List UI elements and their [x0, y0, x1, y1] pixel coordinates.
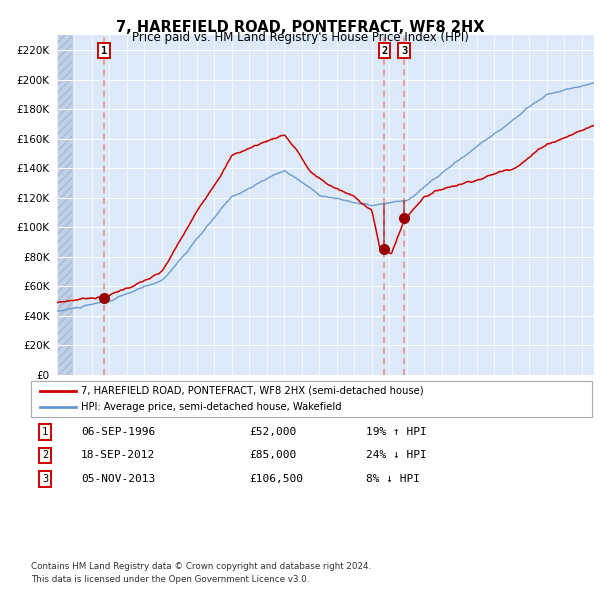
Text: Price paid vs. HM Land Registry's House Price Index (HPI): Price paid vs. HM Land Registry's House … — [131, 31, 469, 44]
Text: 7, HAREFIELD ROAD, PONTEFRACT, WF8 2HX: 7, HAREFIELD ROAD, PONTEFRACT, WF8 2HX — [116, 19, 484, 35]
Text: 8% ↓ HPI: 8% ↓ HPI — [366, 474, 420, 484]
Text: £52,000: £52,000 — [249, 427, 296, 437]
Text: £106,500: £106,500 — [249, 474, 303, 484]
Bar — [57, 35, 72, 375]
Bar — [57, 35, 72, 375]
Text: 06-SEP-1996: 06-SEP-1996 — [81, 427, 155, 437]
Text: 2: 2 — [382, 45, 388, 55]
Text: 3: 3 — [42, 474, 48, 484]
Text: 19% ↑ HPI: 19% ↑ HPI — [366, 427, 427, 437]
Text: 1: 1 — [42, 427, 48, 437]
Text: Contains HM Land Registry data © Crown copyright and database right 2024.: Contains HM Land Registry data © Crown c… — [31, 562, 371, 571]
Text: 05-NOV-2013: 05-NOV-2013 — [81, 474, 155, 484]
Text: 18-SEP-2012: 18-SEP-2012 — [81, 451, 155, 460]
Text: 24% ↓ HPI: 24% ↓ HPI — [366, 451, 427, 460]
Text: 7, HAREFIELD ROAD, PONTEFRACT, WF8 2HX (semi-detached house): 7, HAREFIELD ROAD, PONTEFRACT, WF8 2HX (… — [81, 386, 424, 396]
Text: 1: 1 — [101, 45, 107, 55]
Text: HPI: Average price, semi-detached house, Wakefield: HPI: Average price, semi-detached house,… — [81, 402, 341, 412]
Text: This data is licensed under the Open Government Licence v3.0.: This data is licensed under the Open Gov… — [31, 575, 310, 584]
Text: 2: 2 — [42, 451, 48, 460]
Text: £85,000: £85,000 — [249, 451, 296, 460]
Text: 3: 3 — [401, 45, 407, 55]
